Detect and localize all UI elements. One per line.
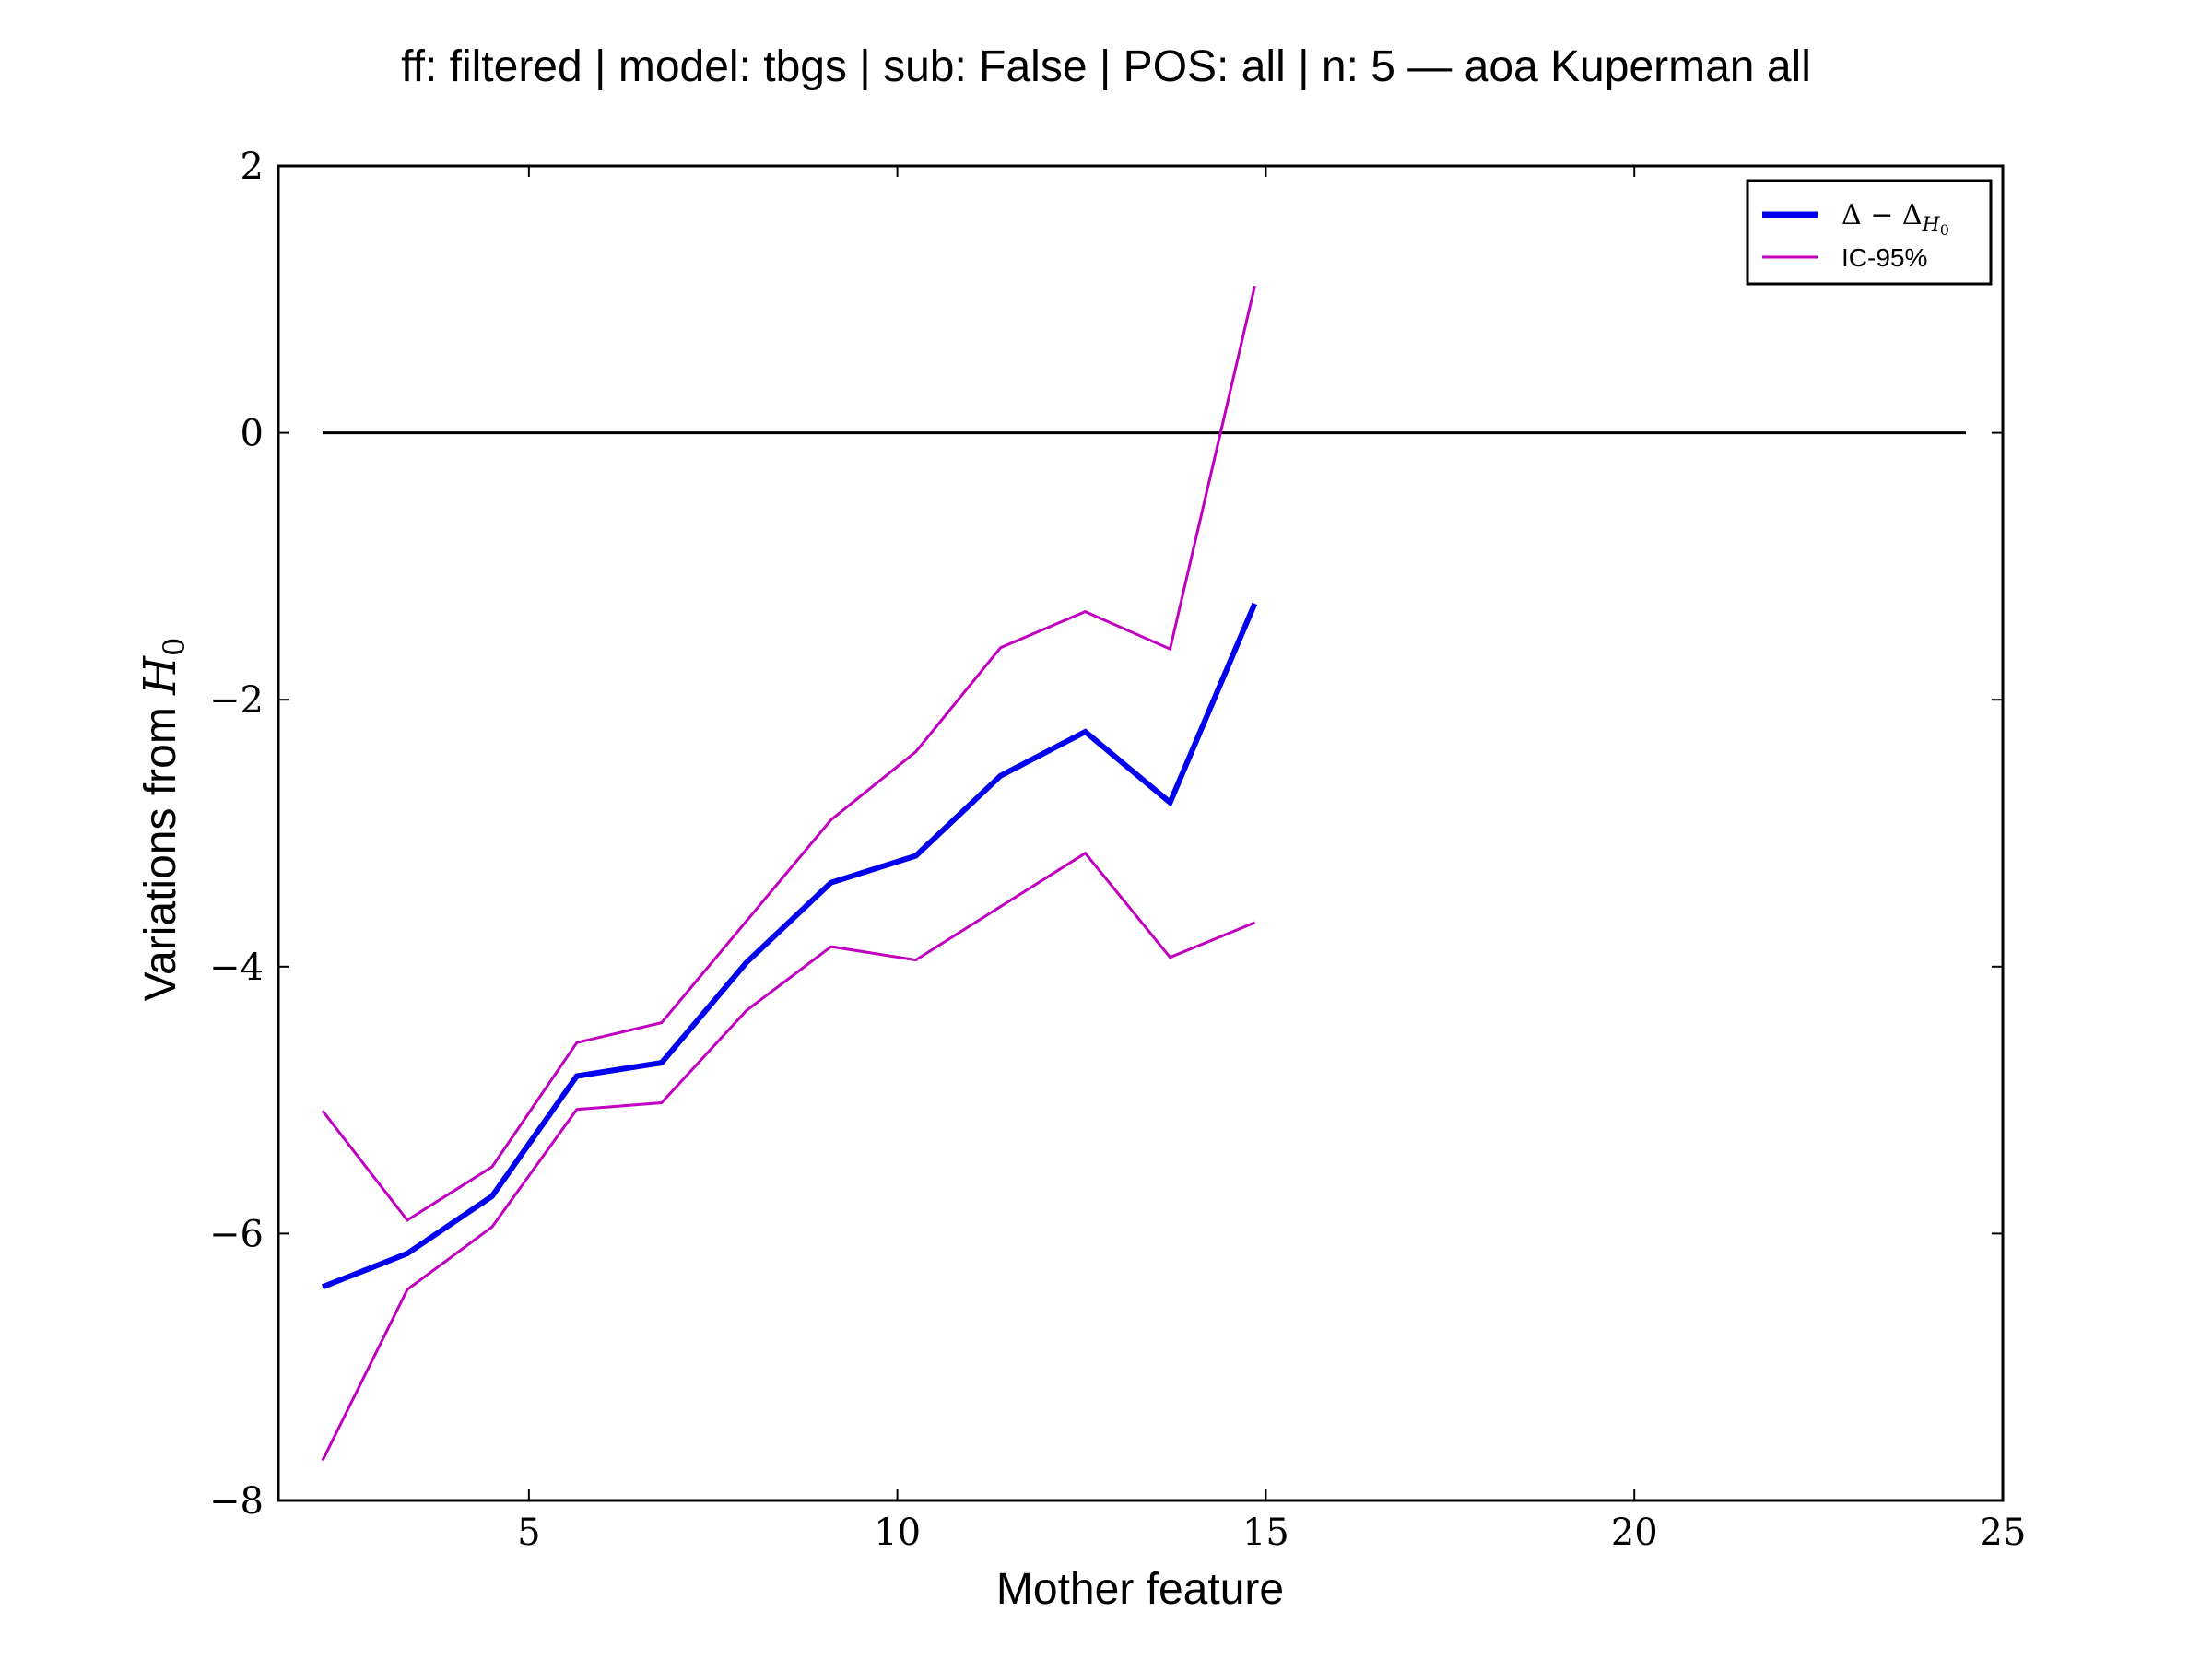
y-axis-label-math-sub: 0 xyxy=(157,638,192,656)
legend: Δ − ΔH0 IC-95% xyxy=(1746,179,1993,286)
x-axis-ticks: 5 10 15 20 25 xyxy=(517,166,2026,1554)
plot-area xyxy=(321,285,1967,1462)
series-ic95-lower-line xyxy=(321,851,1255,1462)
x-tick-label: 20 xyxy=(1611,1512,1658,1554)
series-ic95-upper-line xyxy=(321,285,1256,1222)
y-tick-label: −8 xyxy=(209,1480,264,1523)
y-tick-label: −2 xyxy=(209,679,264,722)
y-tick-label: 0 xyxy=(241,413,264,455)
y-tick-label: −6 xyxy=(209,1213,264,1255)
legend-label-ic95: IC-95% xyxy=(1841,243,1927,272)
y-axis-label: Variations from H0 xyxy=(135,638,192,1002)
y-axis-label-math: H xyxy=(135,655,186,696)
y-tick-label: 2 xyxy=(241,146,264,188)
y-axis-label-text: Variations from xyxy=(136,695,185,1002)
x-tick-label: 5 xyxy=(517,1512,540,1554)
plot-frame xyxy=(276,164,2005,1502)
chart-title: ff: filtered | model: tbgs | sub: False … xyxy=(401,42,1811,91)
x-axis-label: Mother feature xyxy=(996,1565,1284,1614)
x-tick-label: 15 xyxy=(1242,1512,1289,1554)
legend-label-delta: Δ − ΔH0 xyxy=(1841,199,1949,239)
x-tick-label: 10 xyxy=(874,1512,921,1554)
x-tick-label: 25 xyxy=(1980,1512,2027,1554)
y-axis-ticks: 2 0 −2 −4 −6 −8 xyxy=(209,146,2003,1523)
legend-box xyxy=(1746,179,1993,286)
y-tick-label: −4 xyxy=(209,947,264,989)
series-delta-line xyxy=(321,602,1258,1290)
